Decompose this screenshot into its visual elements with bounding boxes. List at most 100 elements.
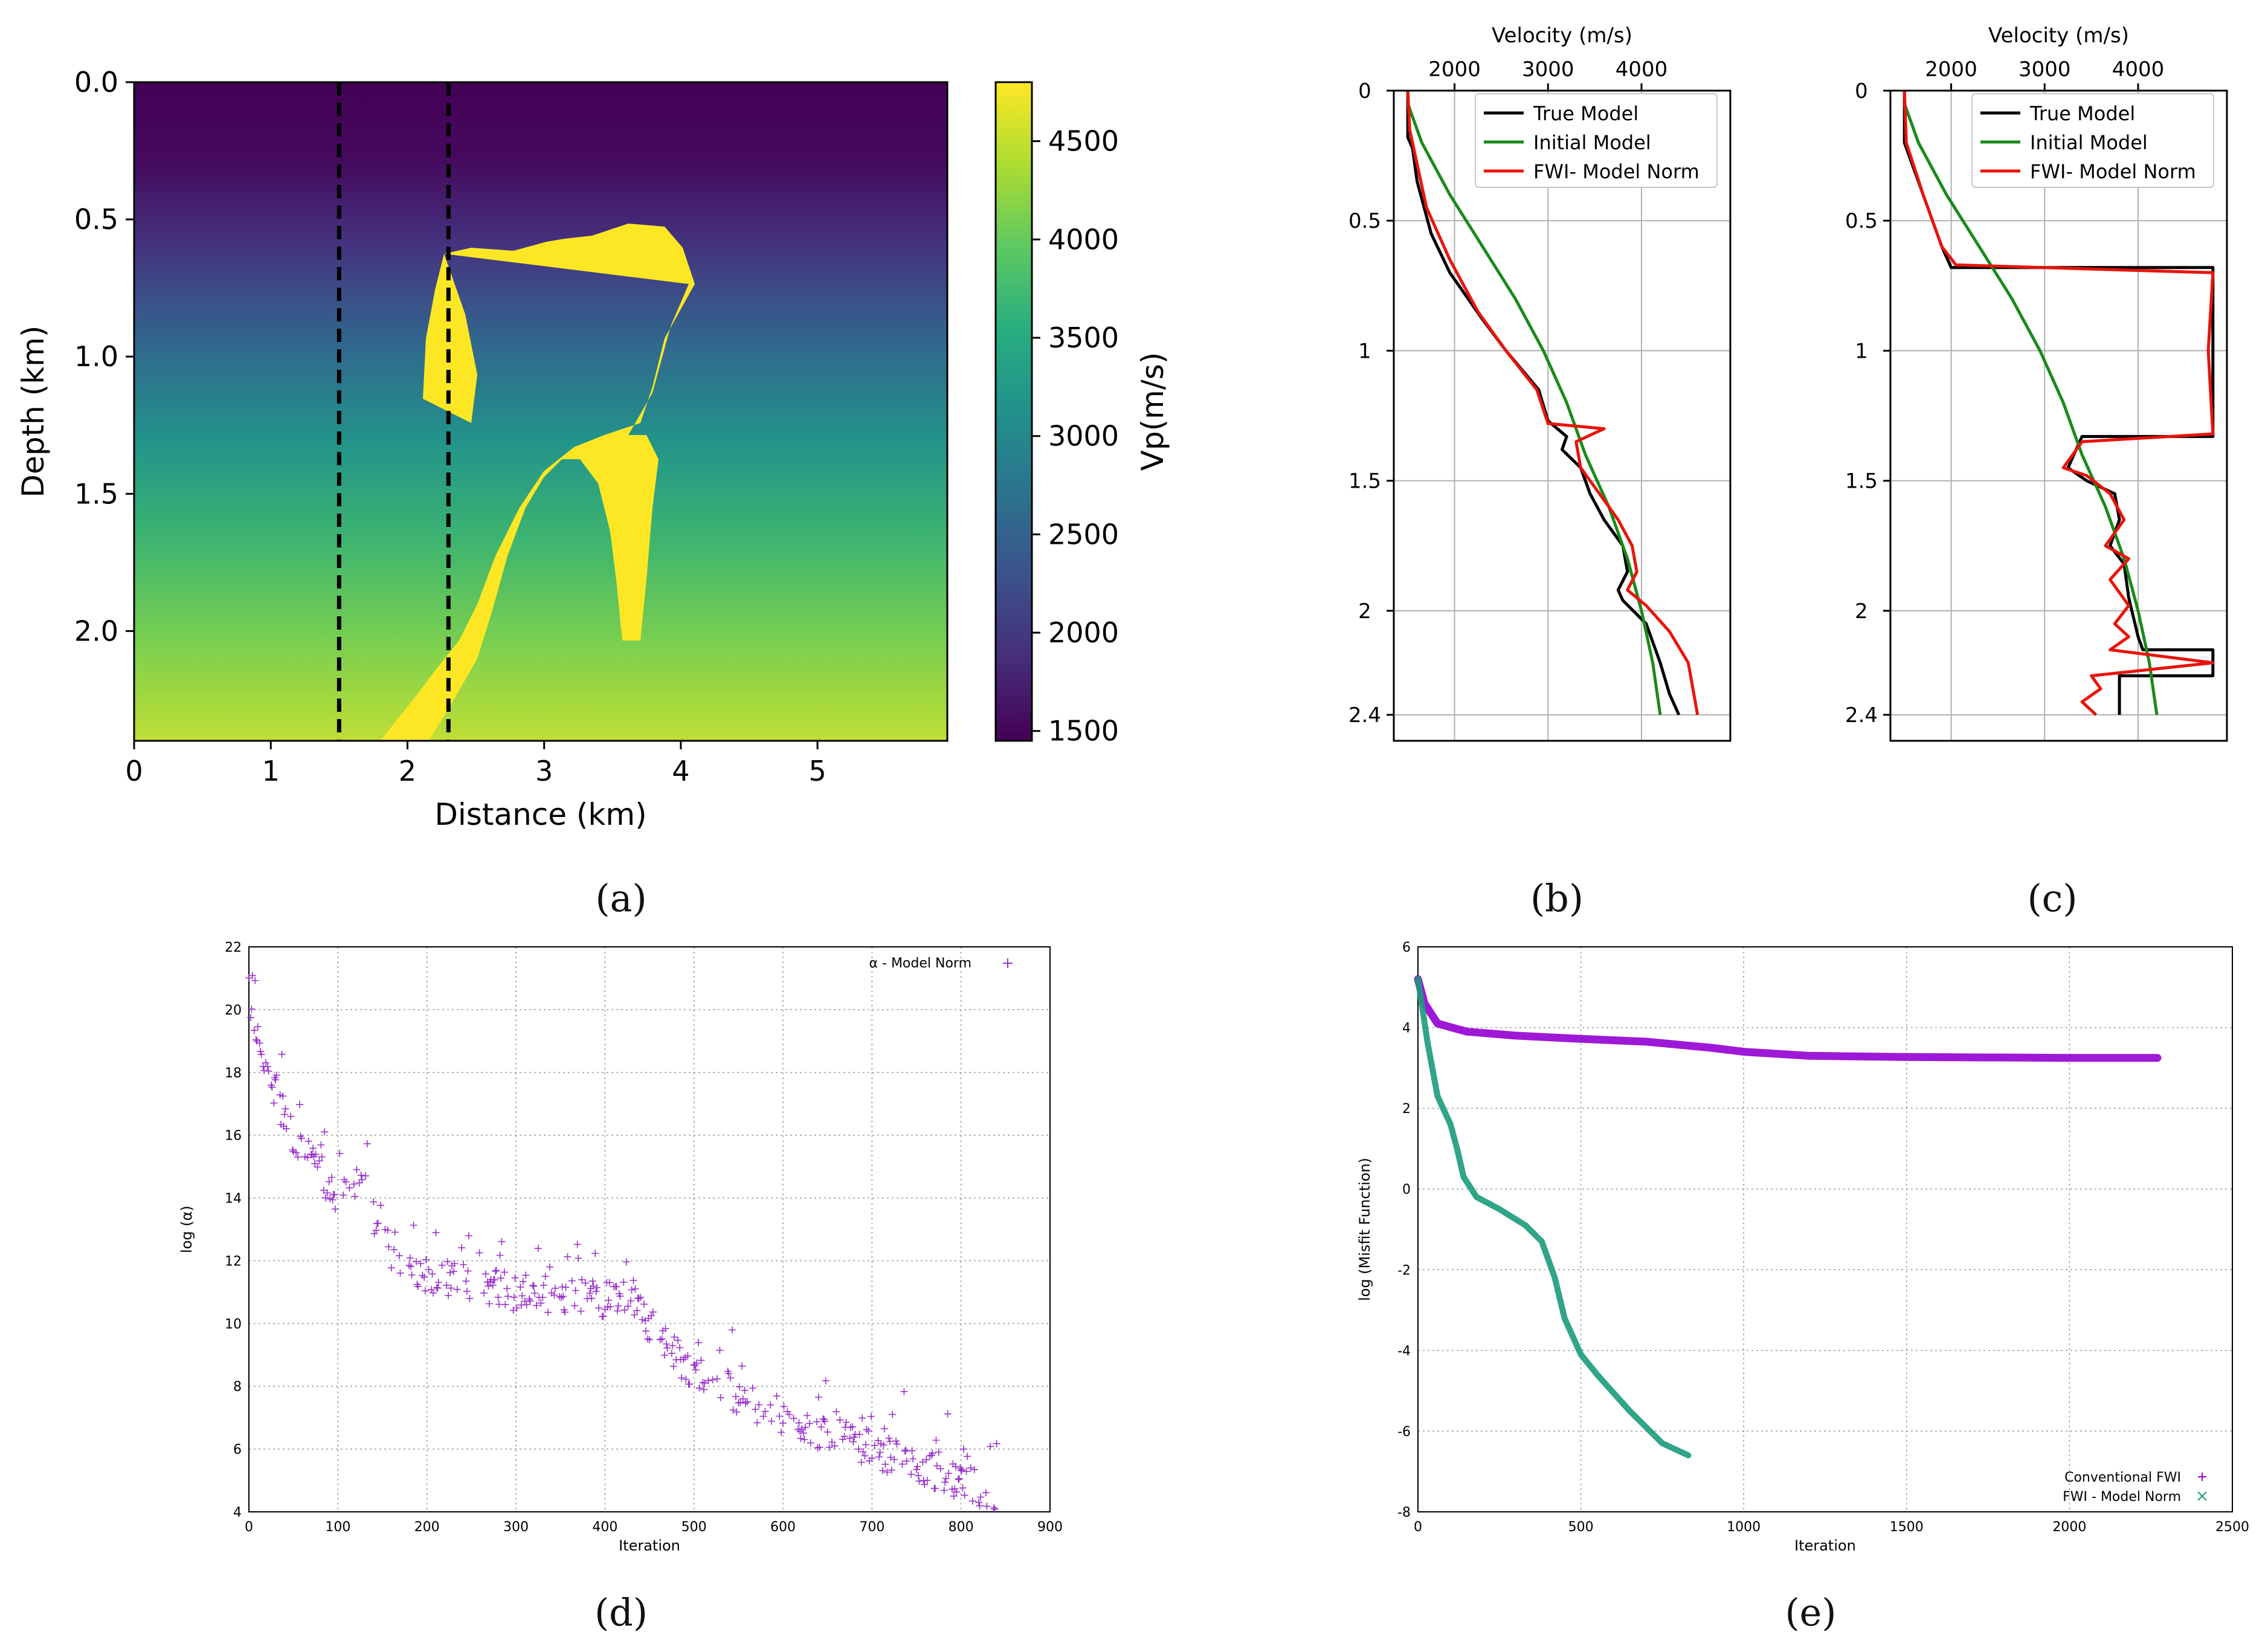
- data-point: [952, 1463, 959, 1471]
- data-point: [744, 1398, 752, 1405]
- data-point: [551, 1284, 559, 1292]
- data-point: [559, 1292, 567, 1300]
- data-point: [725, 1369, 733, 1377]
- data-point: [581, 1279, 589, 1287]
- data-point: [637, 1294, 645, 1302]
- data-point: [953, 1488, 961, 1496]
- data-point: [526, 1295, 533, 1303]
- data-point: [414, 1283, 422, 1291]
- data-point: [613, 1283, 620, 1291]
- data-point: [955, 1476, 962, 1483]
- data-point: [961, 1491, 968, 1499]
- data-point: [913, 1465, 920, 1473]
- data-point: [529, 1282, 536, 1289]
- x-tick-label: 2500: [2215, 1520, 2249, 1535]
- data-point: [518, 1292, 526, 1300]
- data-point: [846, 1434, 854, 1442]
- data-point: [384, 1226, 391, 1234]
- data-point: [257, 1051, 265, 1059]
- data-point: [270, 1099, 278, 1107]
- data-point: [530, 1282, 538, 1290]
- data-point: [983, 1502, 991, 1510]
- data-point: [588, 1277, 596, 1285]
- caption-d: (d): [594, 1590, 648, 1634]
- data-point: [544, 1308, 552, 1316]
- colorbar: [994, 81, 1033, 742]
- data-point: [863, 1425, 871, 1433]
- y-tick-label: 1: [1358, 339, 1371, 363]
- data-point: [990, 1504, 998, 1512]
- data-point: [523, 1301, 530, 1309]
- series-line-1: [1902, 103, 2159, 715]
- data-point: [447, 1284, 455, 1292]
- data-point: [511, 1274, 519, 1282]
- data-point: [915, 1477, 923, 1485]
- data-point: [935, 1448, 942, 1456]
- data-point: [312, 1150, 320, 1158]
- data-point: [513, 1304, 521, 1312]
- data-point: [855, 1445, 863, 1453]
- data-point: [446, 1269, 454, 1277]
- data-point: [822, 1377, 830, 1385]
- data-point: [968, 1497, 976, 1505]
- data-point: [836, 1416, 844, 1424]
- x-tick-label: 0: [245, 1520, 253, 1535]
- data-point: [767, 1418, 775, 1425]
- y-tick-label: 0.0: [74, 66, 118, 98]
- data-point: [741, 1387, 749, 1395]
- data-point: [331, 1205, 339, 1213]
- x-tick-label: 1000: [1727, 1520, 1761, 1535]
- velocity-profile-b: 2000 3000 4000 Velocity (m/s) 0 0.5 1 1.5 2 2.4 Tr…: [1348, 24, 1732, 742]
- colorbar-tick-label: 3000: [1048, 420, 1119, 453]
- data-point: [465, 1232, 472, 1240]
- data-point: [839, 1436, 846, 1444]
- data-point: [530, 1289, 538, 1297]
- data-point: [272, 1071, 280, 1079]
- x-tick-label: 2: [399, 755, 416, 787]
- data-point: [662, 1340, 670, 1348]
- colorbar-tick-label: 4000: [1048, 223, 1119, 256]
- data-point: [630, 1276, 637, 1284]
- data-point: [729, 1406, 737, 1414]
- data-point: [831, 1442, 839, 1450]
- data-point: [889, 1410, 897, 1418]
- data-point: [572, 1286, 579, 1294]
- x-tick-label: 500: [1568, 1520, 1594, 1535]
- data-point: [419, 1271, 427, 1279]
- data-point: [449, 1268, 457, 1276]
- y-tick-label: 1: [1855, 339, 1868, 363]
- data-point: [871, 1442, 878, 1450]
- data-point: [686, 1380, 694, 1388]
- data-point: [799, 1429, 807, 1437]
- data-point: [773, 1392, 781, 1400]
- data-point: [849, 1438, 857, 1446]
- data-point: [950, 1492, 958, 1500]
- data-point: [813, 1418, 820, 1425]
- data-point: [801, 1436, 808, 1444]
- data-point: [742, 1399, 750, 1407]
- data-point: [951, 1485, 959, 1492]
- data-point: [752, 1405, 759, 1413]
- x-axis-ticks: 0 1 2 3 4 5: [125, 741, 826, 787]
- plot-frame: [248, 946, 1051, 1512]
- data-point: [546, 1263, 553, 1271]
- data-point: [252, 1036, 260, 1044]
- data-point: [425, 1266, 433, 1274]
- data-point: [820, 1415, 828, 1423]
- caption-b: (b): [1530, 876, 1583, 920]
- data-point: [669, 1363, 677, 1370]
- x-tick-label: 3: [535, 755, 553, 787]
- data-point: [463, 1287, 471, 1295]
- data-point: [363, 1140, 371, 1147]
- data-point: [575, 1254, 582, 1262]
- data-point: [498, 1238, 506, 1245]
- data-point: [902, 1447, 910, 1454]
- data-point: [501, 1300, 509, 1308]
- plot-frame: [1393, 89, 1732, 742]
- data-point: [776, 1412, 784, 1420]
- legend-swatch: [1003, 958, 1013, 968]
- data-point: [466, 1294, 474, 1302]
- data-point: [340, 1191, 347, 1199]
- colorbar-tick-label: 3500: [1048, 321, 1119, 354]
